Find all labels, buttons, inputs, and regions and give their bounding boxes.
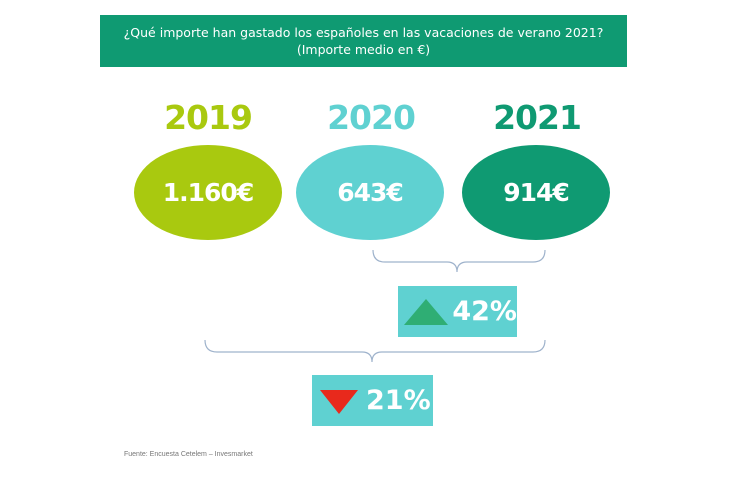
change-box-up: 42% (398, 286, 517, 337)
source-note: Fuente: Encuesta Cetelem – Invesmarket (124, 451, 253, 458)
title-line-1: ¿Qué importe han gastado los españoles e… (123, 25, 604, 40)
up-triangle-icon (404, 298, 448, 325)
year-label-2021: 2021 (493, 98, 582, 137)
year-label-2020: 2020 (327, 98, 416, 137)
change-label-up: 42% (452, 296, 517, 327)
change-box-down: 21% (312, 375, 433, 426)
brace-2019-2021 (204, 339, 546, 363)
value-label-2019: 1.160€ (162, 178, 254, 207)
value-oval-2020: 643€ (296, 145, 444, 240)
change-label-down: 21% (366, 385, 431, 416)
value-oval-2021: 914€ (462, 145, 610, 240)
year-label-2019: 2019 (164, 98, 253, 137)
brace-2020-2021 (372, 249, 546, 273)
down-triangle-icon (320, 389, 358, 414)
value-oval-2019: 1.160€ (134, 145, 282, 240)
value-label-2021: 914€ (503, 178, 570, 207)
value-label-2020: 643€ (337, 178, 404, 207)
title-banner: ¿Qué importe han gastado los españoles e… (100, 15, 627, 67)
title-line-2: (Importe medio en €) (296, 42, 431, 57)
